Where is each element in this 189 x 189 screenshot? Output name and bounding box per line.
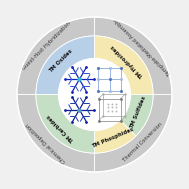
Circle shape	[59, 59, 130, 130]
Point	[114, 110, 117, 113]
Point	[108, 78, 111, 81]
Wedge shape	[94, 94, 172, 172]
Point	[119, 119, 122, 122]
Point	[92, 108, 95, 111]
Point	[97, 97, 100, 100]
Point	[97, 119, 100, 122]
Text: Guest-Host Hybridization: Guest-Host Hybridization	[21, 21, 71, 71]
Wedge shape	[94, 120, 136, 153]
Wedge shape	[94, 36, 153, 94]
Point	[114, 102, 117, 105]
Point	[124, 93, 127, 96]
Wedge shape	[36, 94, 94, 153]
Point	[114, 106, 117, 109]
Point	[110, 102, 113, 105]
Text: Chemical Deposition: Chemical Deposition	[25, 122, 67, 164]
Point	[101, 115, 105, 118]
Wedge shape	[36, 36, 94, 94]
Point	[120, 78, 123, 81]
Point	[106, 102, 109, 105]
Point	[78, 78, 81, 81]
Text: TM Phosphides: TM Phosphides	[91, 127, 135, 149]
Point	[108, 66, 111, 69]
Wedge shape	[120, 94, 153, 136]
Point	[64, 108, 67, 111]
Point	[97, 66, 100, 69]
Point	[97, 78, 100, 81]
Wedge shape	[94, 17, 172, 94]
Point	[78, 108, 81, 111]
Point	[85, 66, 88, 69]
Point	[92, 78, 95, 81]
Point	[106, 106, 109, 109]
Point	[71, 90, 74, 93]
Point	[85, 96, 88, 99]
Text: TM Sulfides: TM Sulfides	[129, 95, 147, 129]
Point	[110, 110, 113, 113]
Point	[120, 89, 123, 92]
Text: Template-Mediated Assembly: Template-Mediated Assembly	[113, 17, 172, 76]
Text: TM Carbides: TM Carbides	[46, 113, 76, 143]
Point	[106, 110, 109, 113]
Text: TM Oxides: TM Oxides	[48, 48, 74, 74]
Point	[101, 93, 105, 96]
Point	[85, 90, 88, 93]
Circle shape	[15, 15, 174, 174]
Point	[110, 106, 113, 109]
Text: Thermal Conversion: Thermal Conversion	[122, 122, 163, 163]
Text: TM Hydroxides: TM Hydroxides	[111, 44, 145, 78]
Point	[97, 89, 100, 92]
Point	[119, 97, 122, 100]
Point	[71, 66, 74, 69]
Point	[85, 120, 88, 123]
Point	[120, 66, 123, 69]
Point	[64, 78, 67, 81]
Point	[108, 89, 111, 92]
Wedge shape	[17, 17, 94, 94]
Wedge shape	[17, 94, 94, 172]
Point	[71, 120, 74, 123]
Point	[124, 115, 127, 118]
Point	[71, 96, 74, 99]
